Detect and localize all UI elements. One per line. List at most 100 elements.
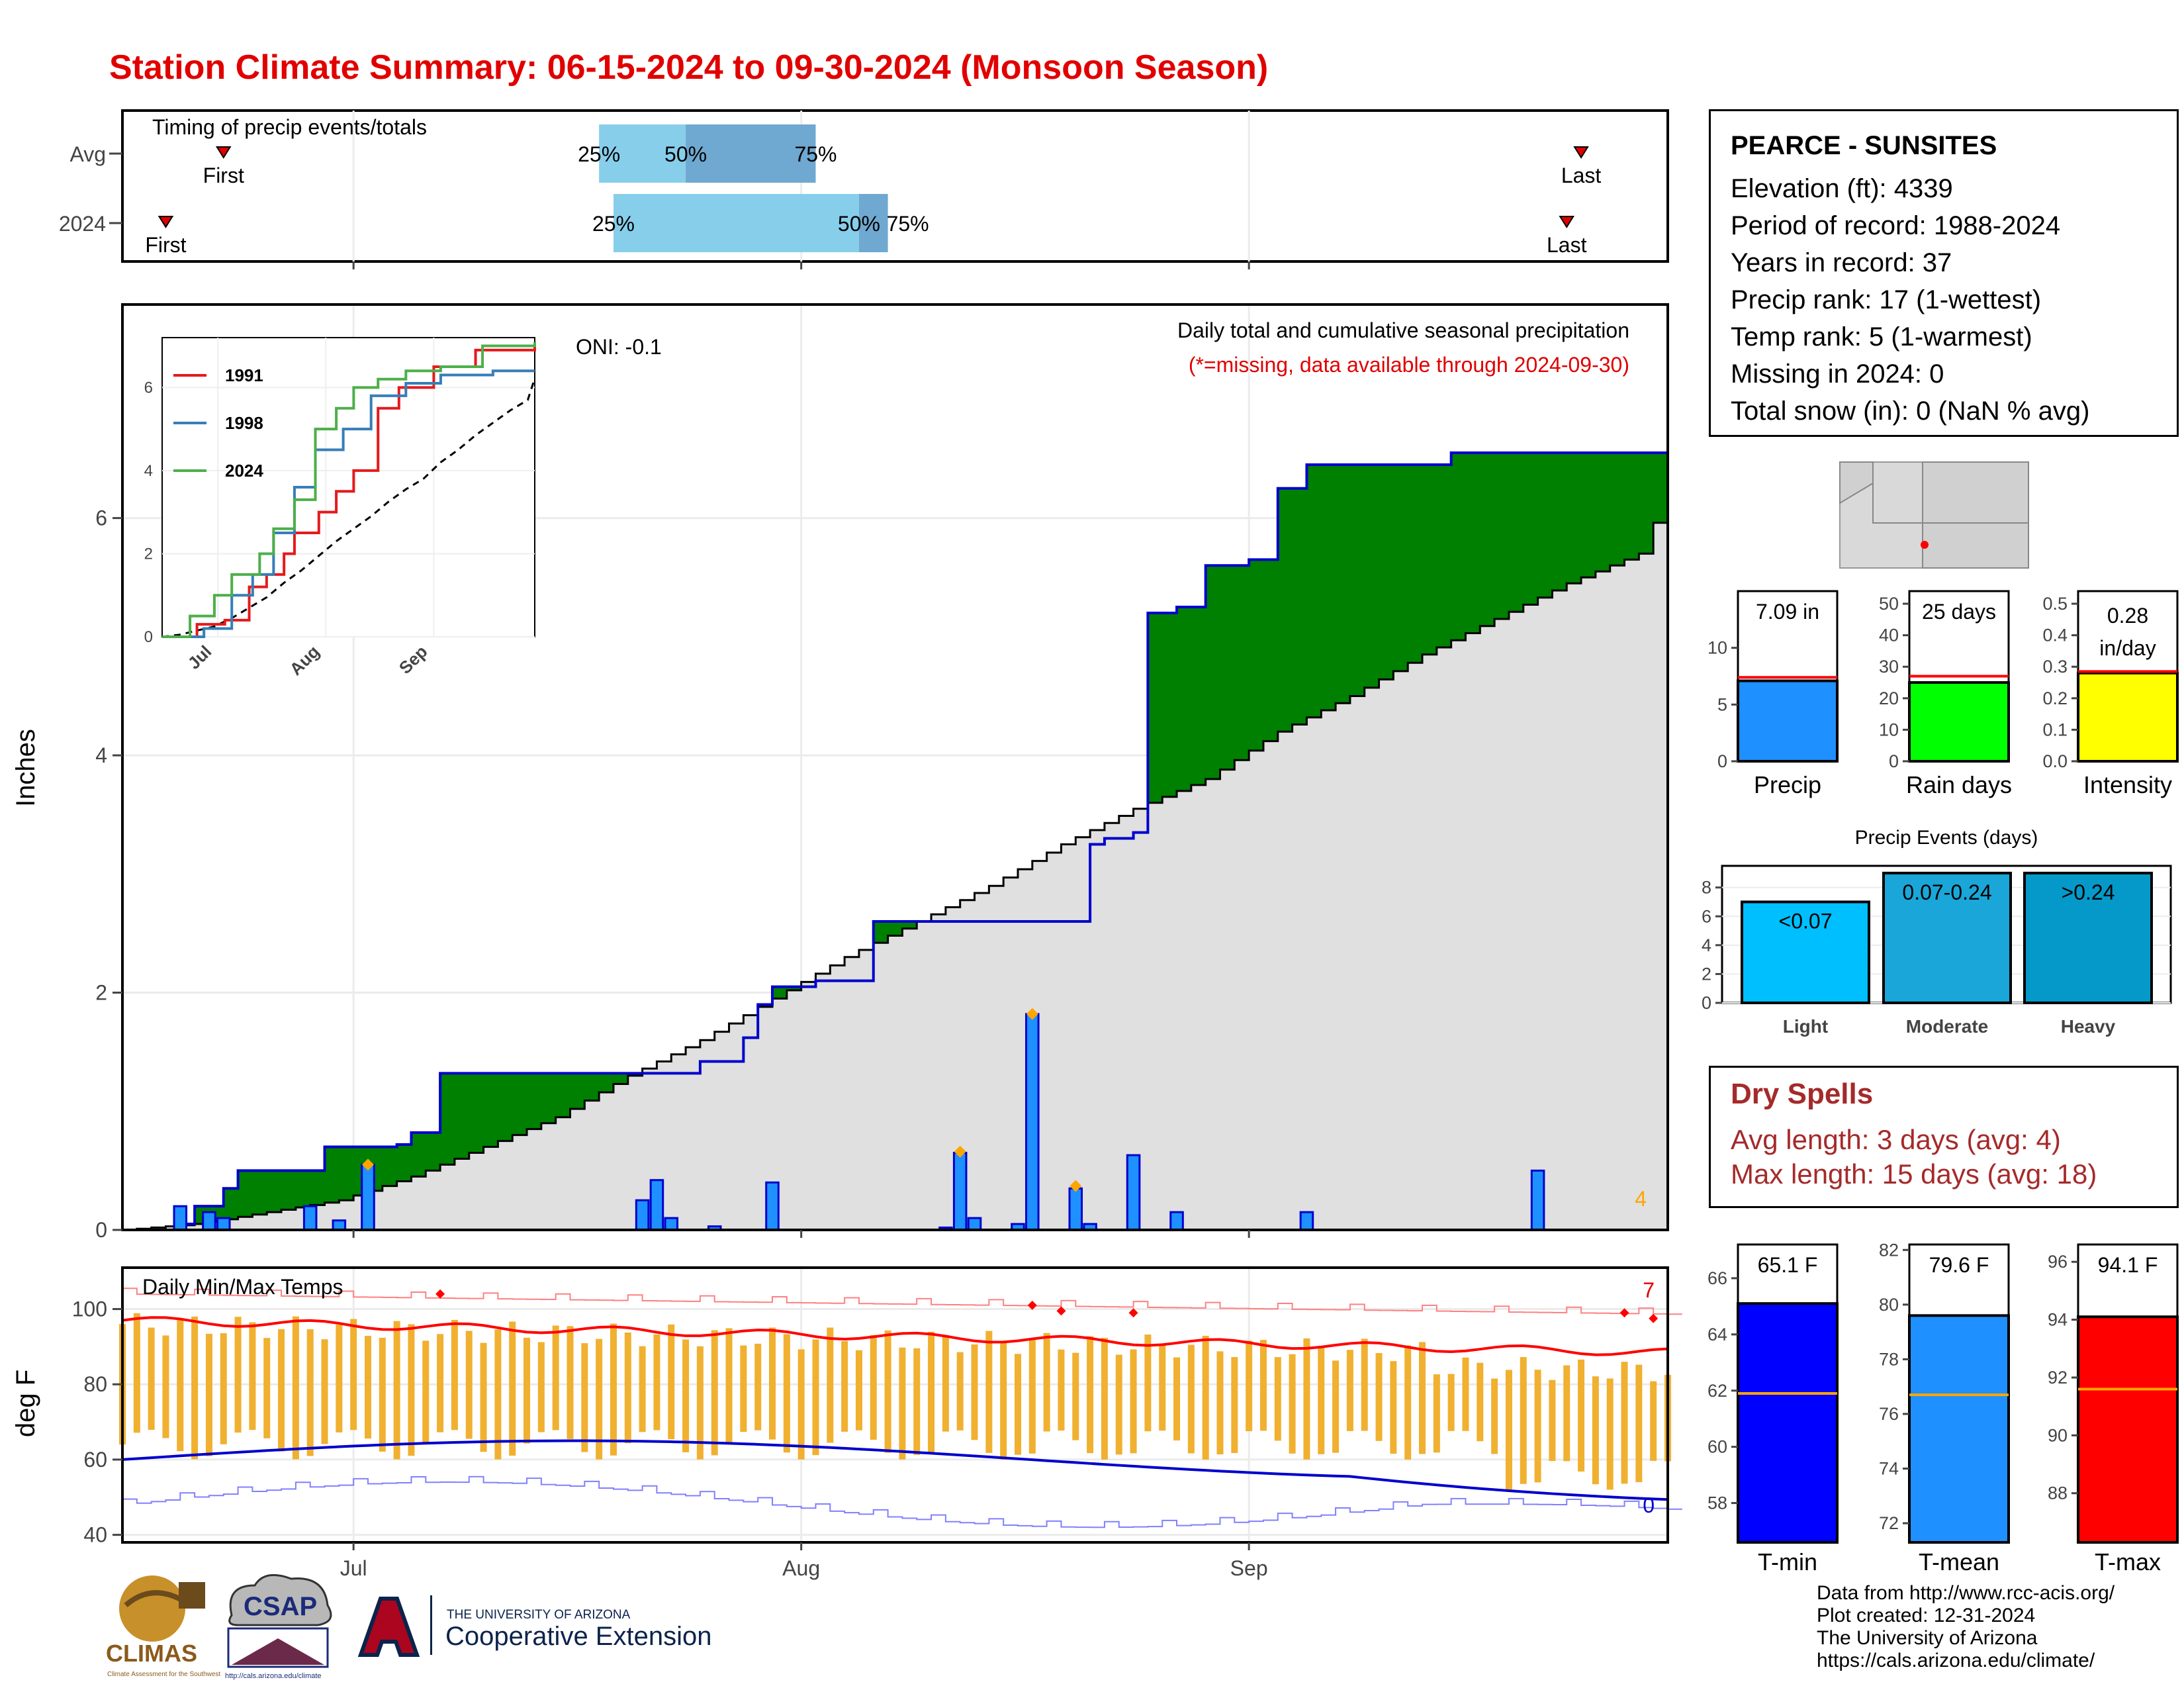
timing-first-label: First	[203, 164, 244, 187]
temps-y-axis-label: deg F	[11, 1370, 40, 1437]
temps-y-tick-label: 100	[72, 1297, 107, 1321]
above-avg-fill	[1379, 464, 1394, 680]
compare-y-tick-label: 78	[1879, 1349, 1899, 1369]
record-high-marker	[1619, 1308, 1629, 1318]
timing-quantile-label: 25%	[592, 212, 635, 236]
daily-temp-range-bar	[1520, 1357, 1527, 1484]
timing-row-label: Avg	[69, 142, 106, 166]
timing-last-marker	[1573, 146, 1589, 159]
compare-y-tick-label: 92	[2048, 1368, 2068, 1387]
compare-category-label: Precip	[1754, 771, 1821, 798]
daily-temp-range-bar	[783, 1334, 790, 1453]
above-avg-fill	[902, 921, 917, 929]
timing-last-marker	[1559, 216, 1575, 228]
compare-value-label: 25 days	[1922, 600, 1996, 624]
daily-temp-range-bar	[639, 1346, 646, 1432]
daily-temp-range-bar	[942, 1336, 949, 1432]
above-avg-fill	[1523, 453, 1539, 605]
above-avg-fill	[541, 1073, 557, 1123]
compare-y-tick-label: 0.5	[2042, 594, 2068, 614]
compare-category-label: T-min	[1758, 1548, 1817, 1575]
compare-y-tick-label: 58	[1707, 1493, 1727, 1513]
daily-precip-bar	[361, 1163, 375, 1231]
above-avg-fill	[454, 1073, 470, 1159]
inset-y-tick-label: 0	[144, 628, 153, 646]
daily-temp-range-bar	[1346, 1350, 1353, 1431]
daily-max-marker	[361, 1158, 374, 1171]
daily-temp-range-bar	[567, 1326, 574, 1439]
above-avg-fill	[440, 1073, 455, 1165]
dry-spells-title: Dry Spells	[1731, 1078, 1874, 1110]
temps-chart-title: Daily Min/Max Temps	[142, 1275, 343, 1299]
daily-temp-range-bar	[292, 1316, 299, 1460]
above-avg-fill	[1234, 565, 1250, 761]
compare-y-tick-label: 96	[2048, 1252, 2068, 1272]
daily-temp-range-bar	[1332, 1360, 1340, 1453]
timing-first-label: First	[145, 233, 186, 257]
oni-label: ONI: -0.1	[576, 335, 662, 359]
daily-temp-range-bar	[278, 1329, 285, 1452]
daily-temp-range-bar	[1390, 1361, 1397, 1454]
daily-temp-range-bar	[1144, 1335, 1152, 1432]
compare-value-bar	[1908, 1314, 2010, 1544]
daily-temp-range-bar	[191, 1316, 199, 1460]
daily-precip-bar	[1126, 1154, 1141, 1231]
daily-temp-range-bar	[610, 1323, 617, 1456]
above-avg-fill	[1205, 565, 1221, 779]
above-avg-fill	[1148, 613, 1163, 803]
above-avg-fill	[1364, 464, 1380, 688]
daily-temp-range-bar	[740, 1345, 747, 1432]
inset-legend-label: 1991	[225, 365, 263, 385]
timing-quantile-label: 50%	[838, 212, 880, 236]
above-avg-fill	[1249, 559, 1264, 751]
above-avg-fill	[411, 1133, 426, 1177]
avg-max-temp-line	[122, 1316, 1668, 1356]
daily-temp-range-bar	[797, 1349, 805, 1460]
daily-temp-range-bar	[1606, 1378, 1614, 1490]
daily-precip-bar	[635, 1199, 650, 1231]
compare-category-label: T-mean	[1919, 1548, 1999, 1575]
above-avg-fill	[1595, 453, 1611, 572]
precip-events-y-tick-label: 8	[1702, 878, 1711, 898]
compare-y-tick-label: 0	[1889, 751, 1899, 771]
timing-first-marker	[158, 216, 174, 228]
compare-y-tick-label: 5	[1717, 694, 1727, 714]
precip-events-bar	[2023, 871, 2153, 1005]
precip-compare-charts: 0 5 10 7.09 in Precip 0 10 20 30 40 50 25 days Rain …	[1707, 590, 2179, 798]
daily-temp-range-bar	[1505, 1370, 1512, 1490]
compare-y-tick-label: 72	[1879, 1513, 1899, 1533]
daily-temp-range-bar	[1404, 1345, 1412, 1460]
compare-value-bar	[2077, 1315, 2179, 1544]
above-avg-fill	[1220, 565, 1235, 770]
cumulative-2024-line	[122, 451, 1668, 1231]
credit-line: Plot created: 12-31-2024	[1817, 1605, 2036, 1626]
station-years: Years in record: 37	[1731, 248, 1952, 277]
inset-avg-line	[161, 378, 536, 638]
credit-line: Data from http://www.rcc-acis.org/	[1817, 1582, 2115, 1604]
compare-y-tick-label: 0.3	[2042, 657, 2068, 677]
precip-events-title: Precip Events (days)	[1855, 827, 2038, 849]
daily-temp-range-bar	[1014, 1354, 1021, 1455]
precip-events-bar	[1882, 871, 2012, 1005]
daily-temp-range-bar	[234, 1317, 242, 1433]
daily-precip-bar	[1169, 1211, 1184, 1231]
daily-temp-range-bar	[451, 1319, 458, 1430]
precip-events-y-tick-label: 2	[1702, 964, 1711, 984]
inset-series-line	[162, 342, 536, 638]
above-avg-fill	[555, 1073, 570, 1117]
daily-temp-range-bar	[1419, 1342, 1426, 1454]
daily-temp-range-bar	[1259, 1340, 1267, 1431]
above-avg-fill	[1306, 464, 1322, 718]
record-min-line	[122, 1476, 1682, 1528]
compare-y-tick-label: 64	[1707, 1325, 1727, 1344]
station-period: Period of record: 1988-2024	[1731, 211, 2061, 240]
above-avg-fill	[1177, 607, 1192, 791]
temps-y-tick-label: 40	[83, 1523, 107, 1547]
daily-temp-range-bar	[855, 1350, 862, 1430]
daily-temp-range-bar	[870, 1335, 877, 1440]
daily-temp-range-bar	[133, 1313, 140, 1433]
daily-temp-range-bar	[148, 1327, 155, 1430]
daily-temp-range-bar	[913, 1348, 921, 1455]
daily-temp-range-bar	[971, 1344, 978, 1440]
compare-value-bar	[1908, 681, 2010, 763]
